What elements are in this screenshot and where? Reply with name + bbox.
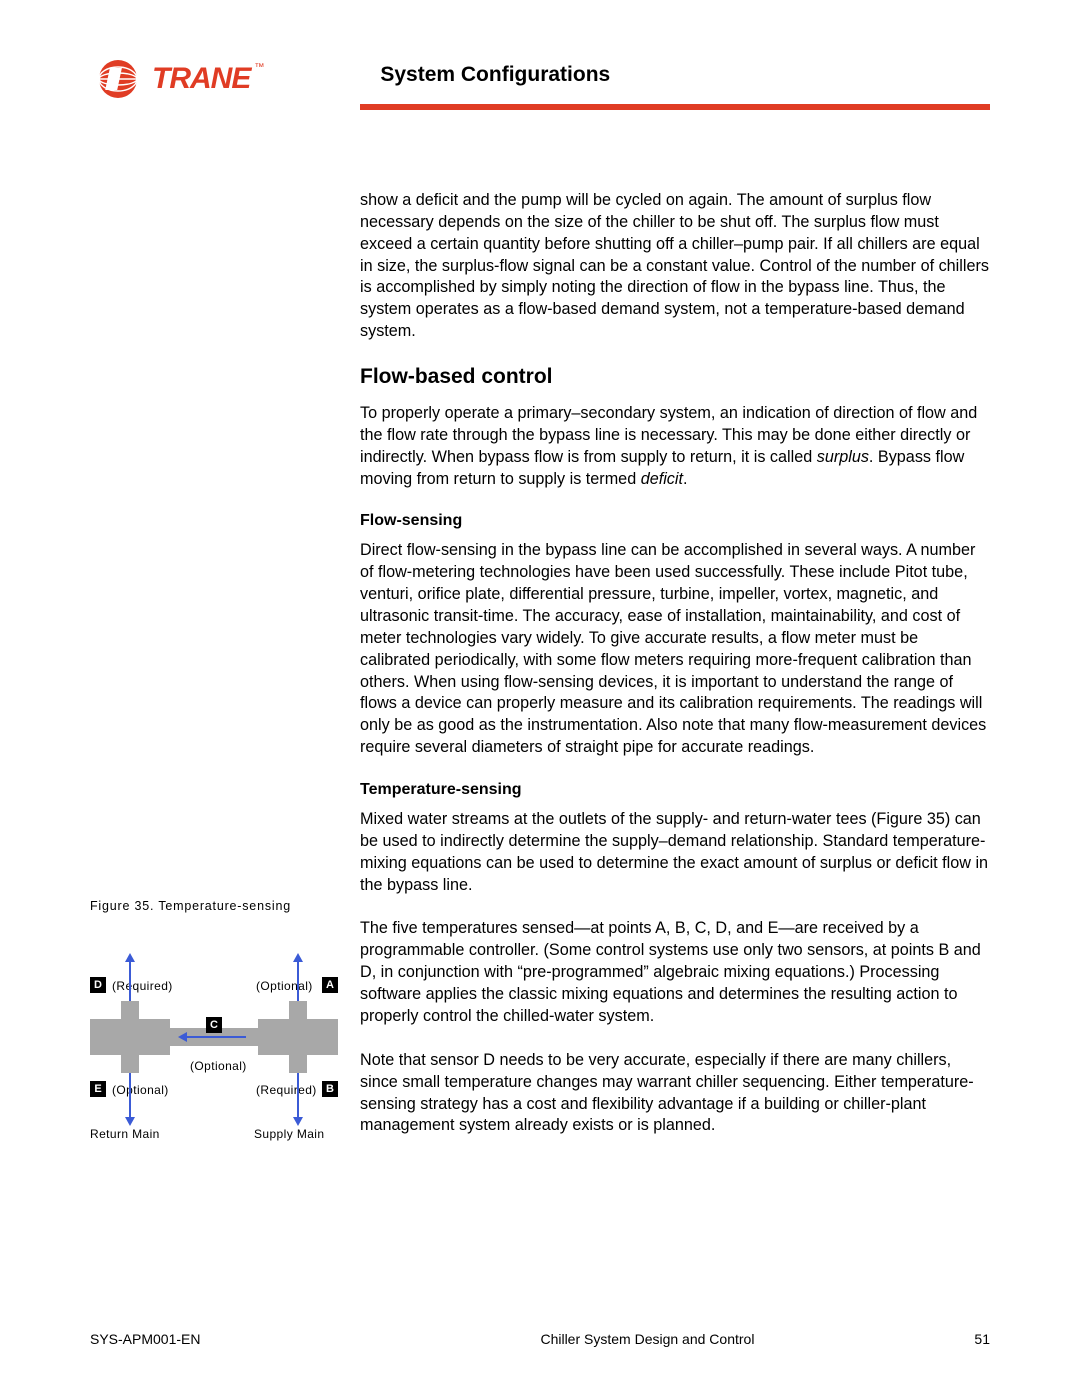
- flow-based-paragraph: To properly operate a primary–secondary …: [360, 403, 990, 490]
- temp-sensing-heading: Temperature-sensing: [360, 781, 990, 799]
- flow-sensing-paragraph: Direct flow-sensing in the bypass line c…: [360, 540, 990, 759]
- pipe-stub: [121, 1001, 139, 1019]
- footer-doc-title: Chiller System Design and Control: [540, 1331, 754, 1347]
- sensor-c: C: [206, 1017, 222, 1033]
- brand-logo: TRANE ™: [90, 58, 266, 100]
- label-return-main: Return Main: [90, 1127, 160, 1141]
- flow-based-heading: Flow-based control: [360, 365, 990, 389]
- arrow-up-icon: [125, 953, 135, 962]
- label-c-optional: (Optional): [190, 1059, 247, 1073]
- arrow-shaft: [129, 961, 131, 1001]
- arrow-shaft: [186, 1036, 246, 1038]
- brand-name: TRANE: [152, 62, 250, 96]
- main-content: show a deficit and the pump will be cycl…: [360, 190, 990, 1137]
- sensor-a: A: [322, 977, 338, 993]
- sensor-b: B: [322, 1081, 338, 1097]
- arrow-left-icon: [178, 1032, 187, 1042]
- figure-caption: Figure 35. Temperature-sensing: [90, 899, 340, 913]
- label-b-required: (Required): [256, 1083, 317, 1097]
- sensor-d: D: [90, 977, 106, 993]
- right-tee: [258, 1019, 338, 1055]
- temp-sensing-p2: The five temperatures sensed—at points A…: [360, 918, 990, 1027]
- pipe-stub: [289, 1001, 307, 1019]
- left-tee: [90, 1019, 170, 1055]
- label-d-required: (Required): [112, 979, 173, 993]
- trademark-icon: ™: [254, 62, 264, 73]
- pipe-stub: [121, 1055, 139, 1073]
- temp-sensing-p1: Mixed water streams at the outlets of th…: [360, 809, 990, 896]
- intro-paragraph: show a deficit and the pump will be cycl…: [360, 190, 990, 343]
- flow-sensing-heading: Flow-sensing: [360, 512, 990, 530]
- temp-sensing-p3: Note that sensor D needs to be very accu…: [360, 1050, 990, 1137]
- arrow-shaft: [129, 1073, 131, 1119]
- header-rule: [360, 104, 990, 110]
- arrow-up-icon: [293, 953, 303, 962]
- header-row: TRANE ™ System Configurations: [90, 58, 990, 100]
- page-footer: SYS-APM001-EN Chiller System Design and …: [90, 1331, 990, 1347]
- italic-deficit: deficit: [641, 470, 683, 488]
- italic-surplus: surplus: [817, 448, 869, 466]
- figure-35: Figure 35. Temperature-sensing D A C E B…: [90, 899, 340, 1169]
- label-e-optional: (Optional): [112, 1083, 169, 1097]
- temperature-sensing-diagram: D A C E B (Required) (Optional) (Optiona…: [90, 929, 338, 1169]
- section-title: System Configurations: [380, 63, 610, 87]
- pipe-stub: [289, 1055, 307, 1073]
- sensor-e: E: [90, 1081, 106, 1097]
- label-a-optional: (Optional): [256, 979, 313, 993]
- trane-globe-icon: [90, 58, 146, 100]
- footer-page-number: 51: [974, 1331, 990, 1347]
- footer-doc-id: SYS-APM001-EN: [90, 1331, 200, 1347]
- arrow-shaft: [297, 961, 299, 1001]
- text-span: .: [683, 470, 688, 488]
- arrow-down-icon: [125, 1117, 135, 1126]
- label-supply-main: Supply Main: [254, 1127, 324, 1141]
- arrow-shaft: [297, 1073, 299, 1119]
- arrow-down-icon: [293, 1117, 303, 1126]
